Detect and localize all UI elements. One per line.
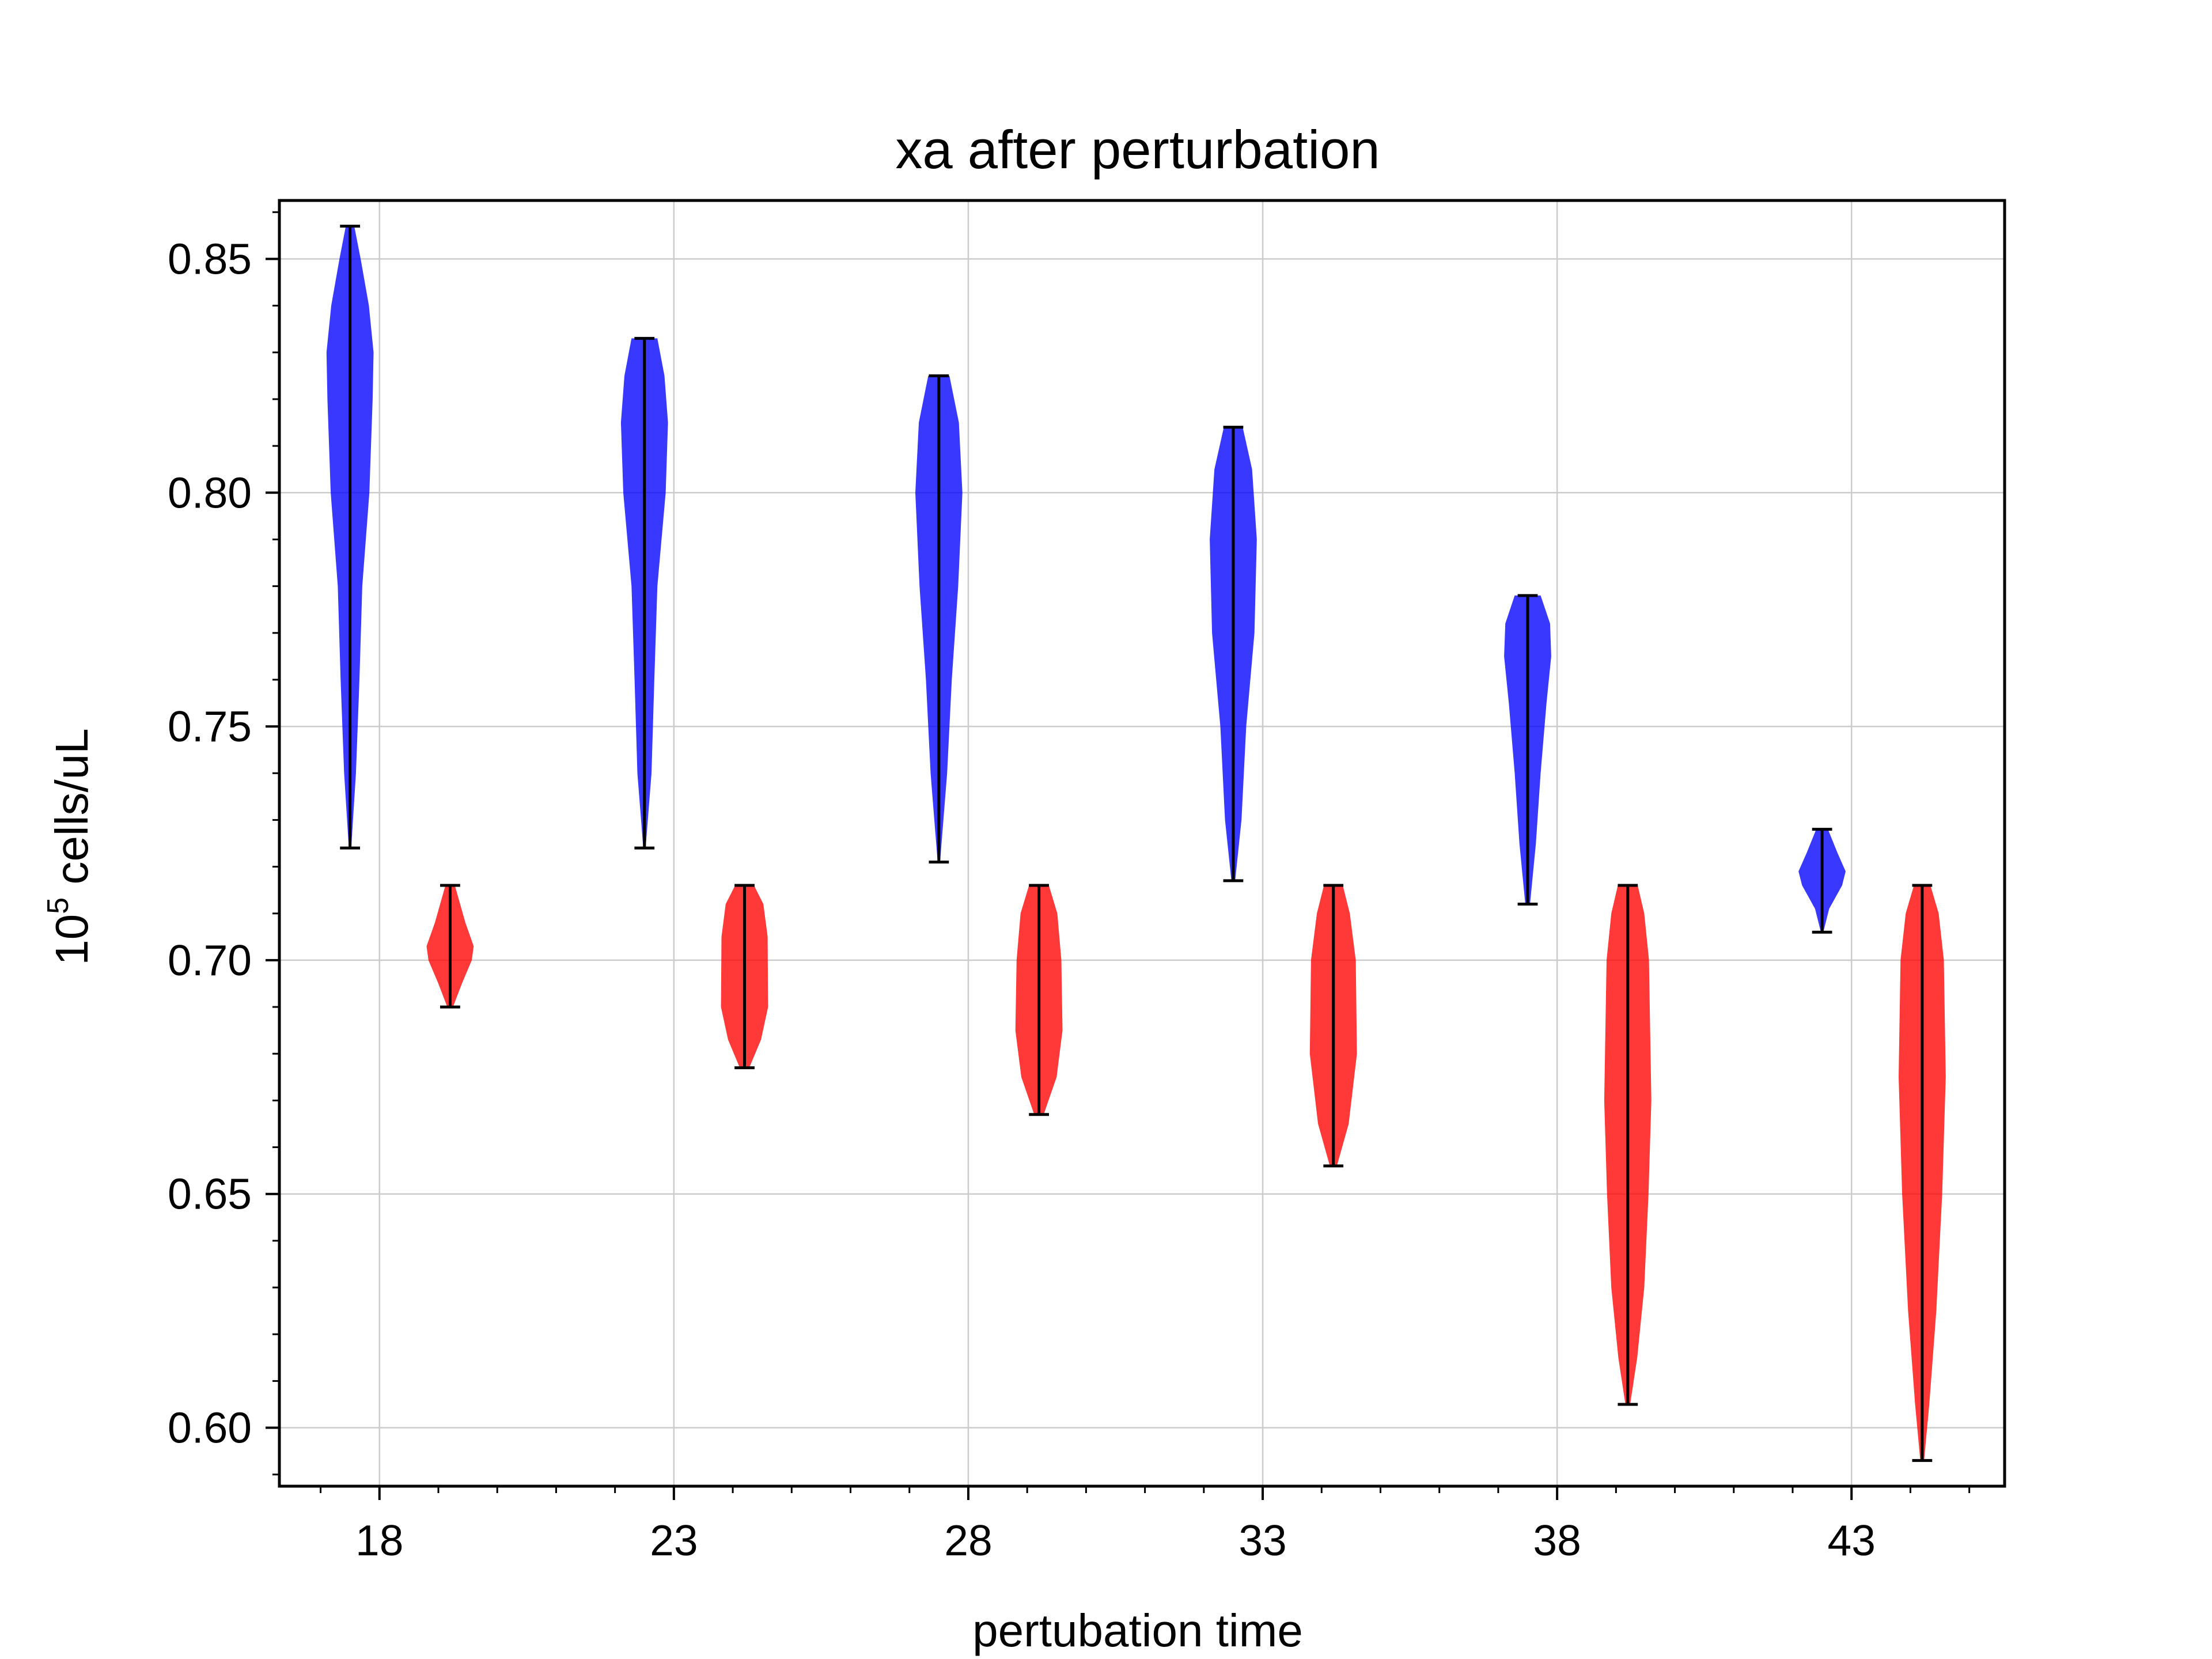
- x-tick-label: 18: [355, 1516, 403, 1565]
- y-tick-label: 0.65: [168, 1170, 252, 1218]
- y-tick-label: 0.70: [168, 936, 252, 984]
- x-tick-label: 23: [650, 1516, 698, 1565]
- x-tick-label: 33: [1238, 1516, 1286, 1565]
- x-tick-label: 38: [1533, 1516, 1581, 1565]
- axis-ticks: [266, 211, 1971, 1500]
- chart-title: xa after perturbation: [895, 119, 1380, 180]
- violin-bodies: [326, 226, 1946, 1461]
- y-tick-label: 0.60: [168, 1404, 252, 1452]
- plot-frame: [278, 199, 2006, 1488]
- y-tick-label: 0.85: [168, 234, 252, 283]
- y-axis-label-units: cells/uL: [46, 728, 97, 897]
- x-tick-labels: 18 23 28 33 38 43: [355, 1516, 1876, 1565]
- y-tick-labels: 0.60 0.65 0.70 0.75 0.80 0.85: [168, 234, 252, 1452]
- y-axis-label-exponent: 5: [41, 897, 75, 914]
- x-tick-label: 43: [1828, 1516, 1876, 1565]
- y-axis-label: 105 cells/uL: [41, 728, 97, 965]
- y-axis-label-base: 10: [46, 914, 97, 965]
- y-tick-label: 0.75: [168, 702, 252, 751]
- y-tick-label: 0.80: [168, 468, 252, 517]
- x-tick-label: 28: [944, 1516, 992, 1565]
- x-axis-label: pertubation time: [972, 1605, 1303, 1656]
- violin-range-bars: [340, 225, 1933, 1462]
- grid-lines: [279, 200, 2005, 1486]
